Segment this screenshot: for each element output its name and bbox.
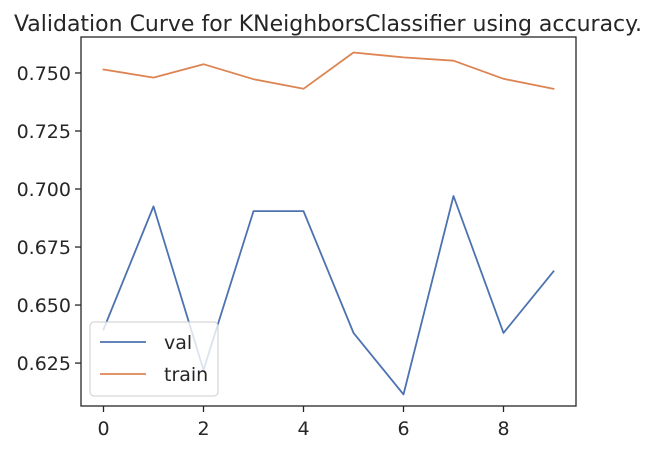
x-tick-label: 2: [197, 418, 209, 440]
y-tick-label: 0.650: [17, 295, 71, 317]
series-line-val: [102, 195, 555, 396]
y-tick-label: 0.700: [17, 179, 71, 201]
legend-box: [89, 321, 219, 397]
y-tick-label: 0.725: [17, 121, 71, 143]
legend-label-val: val: [164, 332, 192, 354]
legend: val train: [89, 321, 219, 397]
x-tick-label: 6: [397, 418, 409, 440]
y-tick-label: 0.750: [17, 63, 71, 85]
plot-frame: [80, 36, 577, 407]
x-tick-label: 8: [497, 418, 509, 440]
x-tick-label: 0: [97, 418, 109, 440]
y-tick-label: 0.625: [17, 353, 71, 375]
axes: 0.625 0.650 0.675 0.700 0.725 0.750 0 2 4 6 8: [17, 36, 577, 440]
legend-label-train: train: [164, 364, 208, 386]
y-tick-label: 0.675: [17, 237, 71, 259]
chart-title: Validation Curve for KNeighborsClassifie…: [14, 12, 642, 37]
x-tick-label: 4: [297, 418, 309, 440]
series-line-train: [102, 51, 555, 90]
plot-area: [102, 51, 555, 396]
